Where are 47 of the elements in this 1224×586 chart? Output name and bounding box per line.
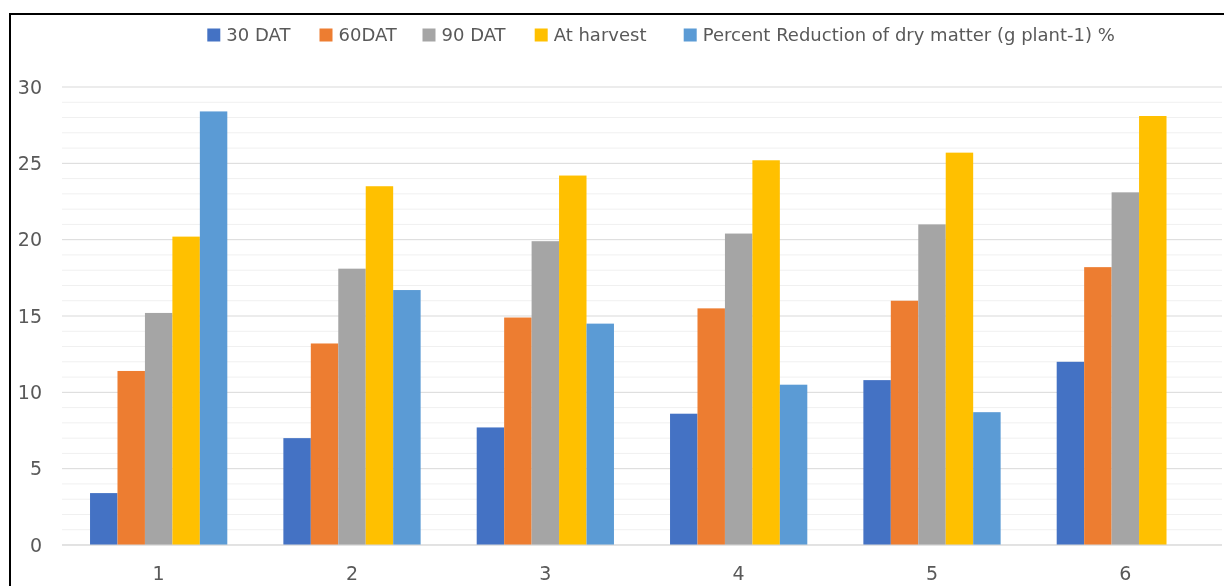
bar [172,236,200,545]
bar [90,493,118,545]
bar [117,370,145,545]
y-tick-label: 10 [17,380,42,403]
bar [338,268,366,545]
x-tick-label: 6 [1119,562,1132,584]
x-tick-label: 3 [539,562,552,584]
bar [1111,192,1140,545]
x-tick-label: 2 [345,562,359,584]
bar [670,413,698,545]
bar [586,323,614,545]
bar [559,175,587,545]
bar [779,384,808,545]
bar [283,438,311,545]
bar [1056,361,1085,545]
x-tick-label: 1 [152,562,165,584]
bar [199,111,228,545]
bar [890,300,919,545]
bar [504,317,532,545]
legend-label: Percent Reduction of dry matter (g plant-1) % [702,24,1115,46]
bar [144,312,173,545]
bar [531,241,560,545]
bar [476,427,505,545]
bar [724,233,753,545]
y-tick-label: 5 [29,457,42,480]
bar [918,224,946,545]
y-tick-label: 30 [17,75,42,98]
y-tick-label: 0 [29,533,42,556]
x-tick-label: 4 [732,562,745,584]
bar [393,290,421,545]
x-tick-label: 5 [925,562,939,584]
bar [973,412,1001,545]
y-tick-label: 25 [17,151,42,174]
bar [752,160,780,545]
bar [697,308,725,545]
legend-label: 30 DAT [226,24,292,46]
bar [1139,116,1167,545]
bar [945,152,974,545]
bar [863,380,891,545]
legend-label: 90 DAT [441,24,507,46]
legend-label: 60DAT [338,24,398,46]
bar [365,186,394,545]
y-tick-label: 20 [17,228,42,251]
y-tick-label: 15 [17,304,42,327]
bar [1084,267,1112,545]
legend-label: At harvest [553,24,647,46]
bar [310,343,339,545]
